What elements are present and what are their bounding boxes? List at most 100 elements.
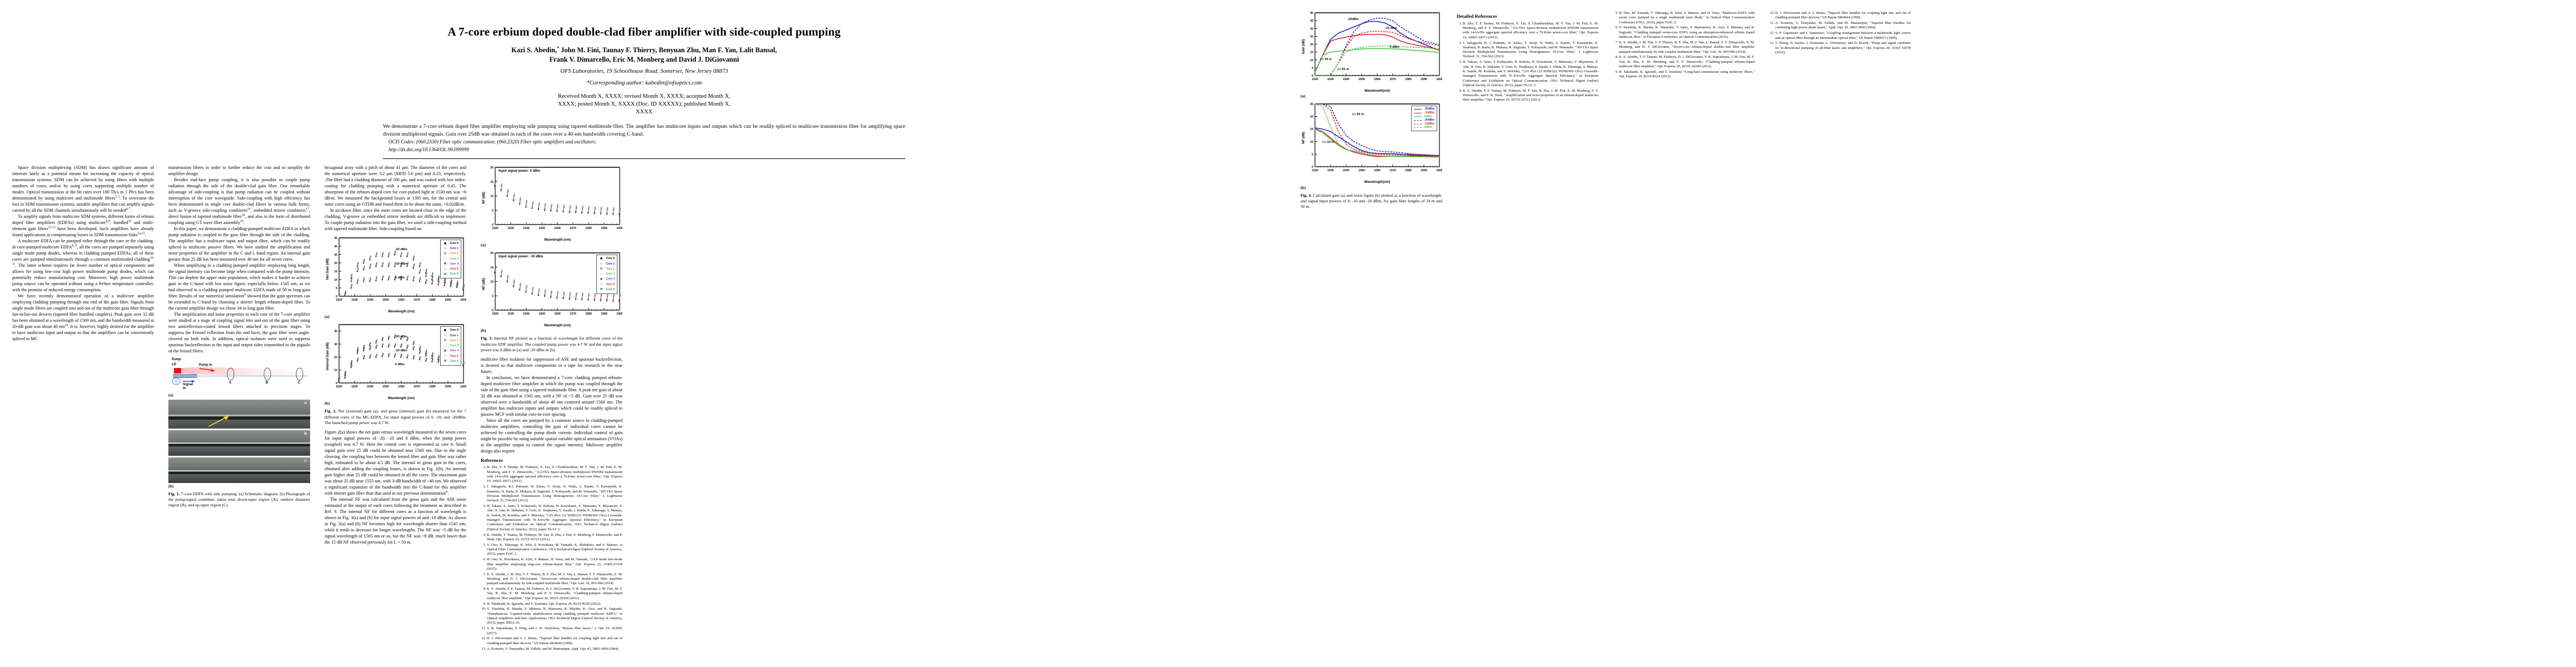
- fig1-schematic: Pump LD Pump In Signal In A B C: [168, 357, 310, 392]
- legend-label: Core 5: [606, 282, 615, 286]
- para-c2-2: Besides end-face pump coupling, it is al…: [168, 177, 310, 226]
- svg-text:15: 15: [1310, 51, 1313, 54]
- ref-sup: 1-3: [115, 195, 119, 198]
- svg-text:5: 5: [492, 295, 494, 298]
- svg-text:1570: 1570: [570, 227, 576, 230]
- svg-text:1520: 1520: [336, 298, 342, 302]
- svg-text:1540: 1540: [367, 385, 373, 389]
- author-line-1-rest: John M. Fini, Taunay F. Thierry, Benyuan…: [559, 46, 777, 54]
- svg-text:1520: 1520: [336, 385, 342, 389]
- svg-text:0: 0: [1312, 166, 1313, 169]
- svg-text:1600: 1600: [460, 298, 466, 302]
- legend-label: Core 1: [606, 262, 615, 266]
- fig1-label-ld: LD: [172, 362, 176, 366]
- figure-4: 1520 1530 1540 1550 1560 1570 1580 1590 1600 0 5 10…: [1301, 10, 1443, 210]
- svg-text:1580: 1580: [429, 298, 436, 302]
- column-2: transmission fibers in order to further …: [168, 165, 310, 653]
- svg-text:1540: 1540: [367, 298, 373, 302]
- svg-text:1580: 1580: [585, 227, 592, 230]
- legend-label: Core 1: [450, 247, 459, 251]
- reference-item: H. Takahashi, K. Igarashi, and T. Tsurit…: [487, 602, 622, 606]
- svg-text:5: 5: [336, 287, 337, 290]
- para-c1-1-b: . To overcome the loss in SDM transmissi…: [12, 195, 155, 213]
- legend-marker-swatch: ■: [444, 349, 447, 353]
- svg-text:0: 0: [336, 295, 337, 298]
- page-one-columns: Space division multiplexing (SDM) has dr…: [9, 164, 1279, 653]
- svg-text:25: 25: [334, 253, 337, 257]
- svg-text:1590: 1590: [445, 385, 451, 389]
- svg-text:1520: 1520: [1312, 78, 1318, 81]
- fig1-caption-label: Fig. 1.: [168, 491, 180, 497]
- chart-fig3b: 1520 1530 1540 1550 1560 1570 1580 1590 1600 0 5 10…: [481, 250, 623, 328]
- reference-item: K. S. Abedin, J. M. Fini, T. F. Thierry,…: [1619, 41, 1755, 54]
- svg-text:0: 0: [1312, 74, 1313, 78]
- legend-marker-swatch: ■: [444, 328, 447, 333]
- para-c1-2-d: have been developed. Such amplifiers hav…: [12, 226, 154, 237]
- chart-fig2b-annotation: -10 dBm: [395, 349, 407, 353]
- svg-text:15: 15: [490, 180, 494, 183]
- fig1-label-signal: Signal: [183, 382, 193, 386]
- svg-text:1590: 1590: [445, 298, 451, 302]
- reference-item: Y. Tsuchida, K. Maeda, Y. Mimura, H. Mat…: [487, 607, 622, 625]
- legend-label: -10dBm: [1424, 111, 1434, 115]
- dates-line-3: XXXX: [635, 109, 652, 116]
- legend-marker-swatch: ■: [444, 339, 447, 343]
- references-ol: B. Zhu, T. F. Taunay, M. Fishteyn, X. Li…: [481, 465, 622, 651]
- fig2-panel-b-tag: (b): [325, 401, 330, 406]
- chart-fig3b-svg: 1520 1530 1540 1550 1560 1570 1580 1590 16000510…: [490, 252, 623, 316]
- fig1-photo-c-label: C: [304, 459, 307, 463]
- chart-fig4a-x-axis-label: Wavelenath(nm): [1364, 89, 1391, 93]
- doi-link[interactable]: http://dx.doi.org/10.1364/OL.99.099999: [388, 146, 469, 152]
- chart-fig2b-svg: 1520 1530 1540 1550 1560 1570 1580 1590 1600 0 10 2…: [334, 324, 467, 389]
- abstract-text: We demonstrate a 7-core erbium doped fib…: [383, 123, 905, 138]
- reference-item: H. Ono, K. Hosokawa, K. Ichii, S. Matsuo…: [487, 558, 622, 571]
- legend-marker-swatch: ○: [444, 344, 447, 348]
- svg-text:1550: 1550: [382, 385, 389, 389]
- legend-row: ○ Core 3: [443, 344, 459, 349]
- chart-fig3b-y-axis-label: NF (dB): [482, 277, 486, 290]
- detailed-references-list-1: B. Zhu, T. F. Taunay, M. Fishteyn, X. Li…: [1457, 22, 1598, 103]
- para-c1-3-b: , all the cores are pumped separately us…: [12, 244, 155, 262]
- svg-text:20: 20: [490, 252, 494, 255]
- legend-row: ○ Core 1: [443, 246, 459, 251]
- para-c1-3: A multicore EDFA can be pumped either th…: [12, 238, 154, 293]
- svg-text:5: 5: [1312, 67, 1313, 70]
- svg-text:1530: 1530: [1327, 169, 1334, 172]
- svg-text:0: 0: [336, 382, 337, 385]
- column-3: hexagonal array with a pitch of about 41…: [325, 165, 467, 653]
- reference-item: J. Sakaguchi, B.J. Puttnam, W. Klaus, Y.…: [487, 485, 622, 503]
- legend-label: Core 3: [450, 344, 459, 348]
- figure-2: 1520 1530 1540 1550 1560 1570 1580 1590 1600 0 5 10…: [325, 235, 467, 426]
- column-8: D. J. DiGiovanni and A. J. Stentz, "Tape…: [1769, 10, 1911, 213]
- chart-fig4b-annotation: L= 34 m: [1322, 141, 1334, 144]
- svg-text:1580: 1580: [1405, 169, 1412, 172]
- svg-text:1580: 1580: [429, 385, 436, 389]
- fig3-caption: Fig. 3. Internal NF plotted as a functio…: [481, 336, 622, 352]
- legend-label: Core 5: [450, 354, 459, 358]
- ref-sup: 19: [240, 219, 243, 223]
- svg-text:1580: 1580: [585, 312, 592, 316]
- fig4-panel-a-tag: (a): [1301, 93, 1306, 99]
- ref-sup: 8, 9: [72, 243, 77, 247]
- svg-text:35: 35: [1310, 19, 1313, 23]
- legend-marker-swatch: ○: [444, 354, 447, 359]
- fig3-panel-a-tag: (a): [481, 242, 486, 247]
- detailed-references-list-2: H. Ono, M. Yamada, T. Takenaga, K. Ichii…: [1613, 11, 1755, 79]
- legend-row: ■ Core 2: [599, 266, 615, 271]
- para-c2-4: When amplifying in a cladding pumped amp…: [168, 262, 310, 311]
- legend-row: ○ Core 5: [443, 267, 459, 272]
- fig4-caption-text: Calculated gain (a) and noise figure (b)…: [1301, 192, 1443, 210]
- svg-text:1560: 1560: [1374, 169, 1381, 172]
- legend-label: Core 2: [450, 252, 459, 256]
- legend-label: Core 4: [606, 277, 615, 281]
- fig1-label-in: In: [183, 386, 186, 390]
- chart-fig2b-legend: ■ Core 0 ○ Core 1 ■ Core 2 ○ Core 3 ■ Core 4 ○ Core…: [440, 326, 461, 366]
- svg-text:30: 30: [334, 245, 337, 248]
- legend-marker-swatch: ■: [444, 252, 447, 256]
- author-line-1: Kazi S. Abedin,: [511, 46, 557, 54]
- legend-label: -10dBm: [1424, 122, 1434, 126]
- ref-sup: 10, 11: [12, 256, 154, 266]
- legend-row: 0dBm: [1413, 126, 1434, 130]
- svg-text:1590: 1590: [1421, 169, 1427, 172]
- legend-label: 0dBm: [1424, 115, 1432, 118]
